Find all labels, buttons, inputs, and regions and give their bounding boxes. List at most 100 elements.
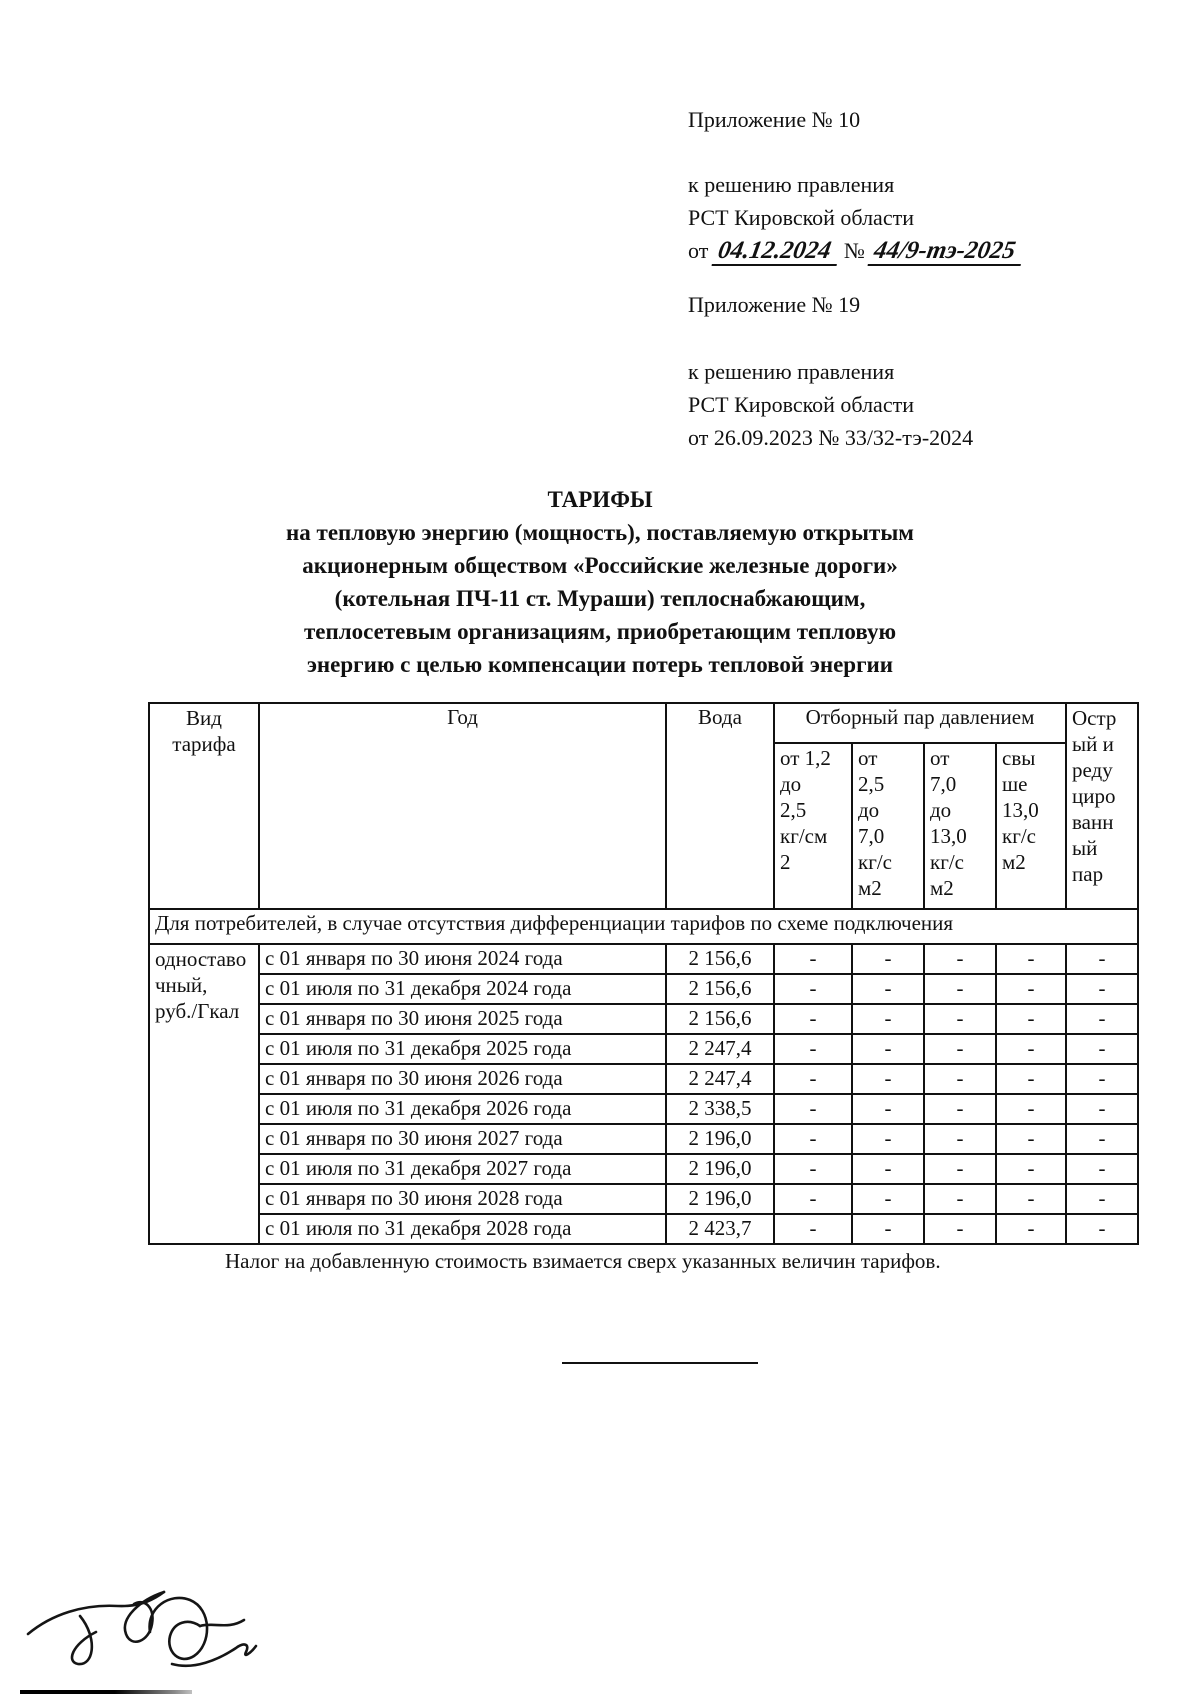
col-header-tariff-type: Вид тарифа — [148, 702, 260, 910]
period-cell: с 01 января по 30 июня 2027 года — [258, 1123, 667, 1155]
document-title: ТАРИФЫ — [547, 487, 653, 512]
appendix-19-reference: к решению правления РСТ Кировской област… — [688, 355, 973, 454]
dash-cell: - — [923, 1063, 997, 1095]
appendix-10-line2: РСТ Кировской области — [688, 205, 914, 230]
handwritten-number: 44/9-тэ-2025 — [867, 237, 1026, 266]
dash-cell: - — [923, 1003, 997, 1035]
title-line3: (котельная ПЧ-11 ст. Мураши) теплоснабжа… — [334, 586, 866, 611]
dash-cell: - — [773, 1213, 853, 1245]
col-header-year: Год — [258, 702, 667, 910]
table-row: с 01 января по 30 июня 2026 года 2 247,4… — [149, 1063, 1140, 1095]
water-value-cell: 2 196,0 — [665, 1153, 775, 1185]
dash-cell: - — [994, 1183, 1068, 1215]
tariff-table: Вид тарифа Год Вода Отборный пар давлени… — [147, 702, 1140, 1245]
dash-cell: - — [851, 1183, 925, 1215]
title-line1: на тепловую энергию (мощность), поставля… — [286, 520, 914, 545]
appendix-10-date-line: от 04.12.2024 № 44/9-тэ-2025 — [688, 234, 1026, 267]
period-cell: с 01 января по 30 июня 2026 года — [258, 1063, 667, 1095]
table-row: с 01 января по 30 июня 2028 года 2 196,0… — [149, 1183, 1140, 1215]
dash-cell: - — [773, 1093, 853, 1125]
dash-cell: - — [923, 1123, 997, 1155]
handwritten-date: 04.12.2024 — [711, 237, 841, 266]
col-header-steam-2: от 2,5 до 7,0 кг/с м2 — [851, 742, 925, 910]
vat-note: Налог на добавленную стоимость взимается… — [225, 1249, 941, 1273]
dash-cell: - — [923, 943, 997, 975]
date-prefix: от — [688, 238, 709, 263]
dash-cell: - — [994, 1123, 1068, 1155]
dash-cell: - — [923, 1183, 997, 1215]
period-cell: с 01 января по 30 июня 2024 года — [258, 943, 667, 975]
col-header-steam-1: от 1,2 до 2,5 кг/см 2 — [773, 742, 853, 910]
dash-cell: - — [773, 1003, 853, 1035]
dash-cell: - — [923, 1153, 997, 1185]
dash-cell: - — [994, 973, 1068, 1005]
table-row: с 01 января по 30 июня 2027 года 2 196,0… — [149, 1123, 1140, 1155]
dash-cell: - — [923, 1093, 997, 1125]
table-row: с 01 июля по 31 декабря 2027 года 2 196,… — [149, 1153, 1140, 1185]
appendix-19-title: Приложение № 19 — [688, 292, 861, 317]
dash-cell: - — [851, 973, 925, 1005]
dash-cell: - — [1065, 1063, 1140, 1095]
period-cell: с 01 июля по 31 декабря 2026 года — [258, 1093, 667, 1125]
dash-cell: - — [1065, 1003, 1140, 1035]
document-title-block: ТАРИФЫ на тепловую энергию (мощность), п… — [0, 483, 1200, 681]
col-header-steam-3: от 7,0 до 13,0 кг/с м2 — [923, 742, 997, 910]
title-line2: акционерным обществом «Российские железн… — [302, 553, 898, 578]
water-value-cell: 2 196,0 — [665, 1183, 775, 1215]
period-cell: с 01 июля по 31 декабря 2025 года — [258, 1033, 667, 1065]
dash-cell: - — [851, 1033, 925, 1065]
title-line4: теплосетевым организациям, приобретающим… — [303, 619, 897, 644]
dash-cell: - — [773, 1183, 853, 1215]
dash-cell: - — [1065, 1093, 1140, 1125]
col-header-steam-4: свы ше 13,0 кг/с м2 — [994, 742, 1068, 910]
dash-cell: - — [773, 1123, 853, 1155]
table-row: с 01 июля по 31 декабря 2025 года 2 247,… — [149, 1033, 1140, 1065]
bottom-line — [20, 1690, 192, 1694]
tariff-type-value: одноставо чный, руб./Гкал — [148, 943, 260, 1245]
water-value-cell: 2 196,0 — [665, 1123, 775, 1155]
dash-cell: - — [994, 1003, 1068, 1035]
dash-cell: - — [851, 943, 925, 975]
dash-cell: - — [994, 1093, 1068, 1125]
appendix-19-line1: к решению правления — [688, 359, 895, 384]
dash-cell: - — [994, 1033, 1068, 1065]
dash-cell: - — [923, 973, 997, 1005]
dash-cell: - — [923, 1033, 997, 1065]
dash-cell: - — [994, 1153, 1068, 1185]
water-value-cell: 2 156,6 — [665, 973, 775, 1005]
dash-cell: - — [994, 1213, 1068, 1245]
signature — [26, 1590, 258, 1668]
dash-cell: - — [773, 973, 853, 1005]
dash-cell: - — [773, 1033, 853, 1065]
title-line5: энергию с целью компенсации потерь тепло… — [306, 652, 894, 677]
dash-cell: - — [773, 1153, 853, 1185]
appendix-10-line1: к решению правления — [688, 172, 895, 197]
col-header-steam-group: Отборный пар давлением — [772, 702, 1068, 744]
water-value-cell: 2 156,6 — [665, 943, 775, 975]
table-row: с 01 января по 30 июня 2025 года 2 156,6… — [149, 1003, 1140, 1035]
dash-cell: - — [994, 1063, 1068, 1095]
period-cell: с 01 июля по 31 декабря 2024 года — [258, 973, 667, 1005]
table-row: одноставо чный, руб./Гкал с 01 января по… — [148, 943, 1140, 1245]
dash-cell: - — [994, 943, 1068, 975]
dash-cell: - — [851, 1123, 925, 1155]
water-value-cell: 2 247,4 — [665, 1033, 775, 1065]
dash-cell: - — [851, 1213, 925, 1245]
dash-cell: - — [923, 1213, 997, 1245]
dash-cell: - — [851, 1063, 925, 1095]
section-header: Для потребителей, в случае отсутствия ди… — [147, 908, 1140, 945]
dash-cell: - — [773, 1063, 853, 1095]
dash-cell: - — [1065, 1213, 1140, 1245]
table-row: с 01 июля по 31 декабря 2028 года 2 423,… — [149, 1213, 1140, 1245]
water-value-cell: 2 156,6 — [665, 1003, 775, 1035]
dash-cell: - — [1065, 1183, 1140, 1215]
table-row: с 01 июля по 31 декабря 2026 года 2 338,… — [149, 1093, 1140, 1125]
table-row: с 01 июля по 31 декабря 2024 года 2 156,… — [149, 973, 1140, 1005]
water-value-cell: 2 247,4 — [665, 1063, 775, 1095]
appendix-19-line2: РСТ Кировской области — [688, 392, 914, 417]
period-cell: с 01 июля по 31 декабря 2027 года — [258, 1153, 667, 1185]
dash-cell: - — [851, 1153, 925, 1185]
period-cell: с 01 июля по 31 декабря 2028 года — [258, 1213, 667, 1245]
dash-cell: - — [1065, 1123, 1140, 1155]
